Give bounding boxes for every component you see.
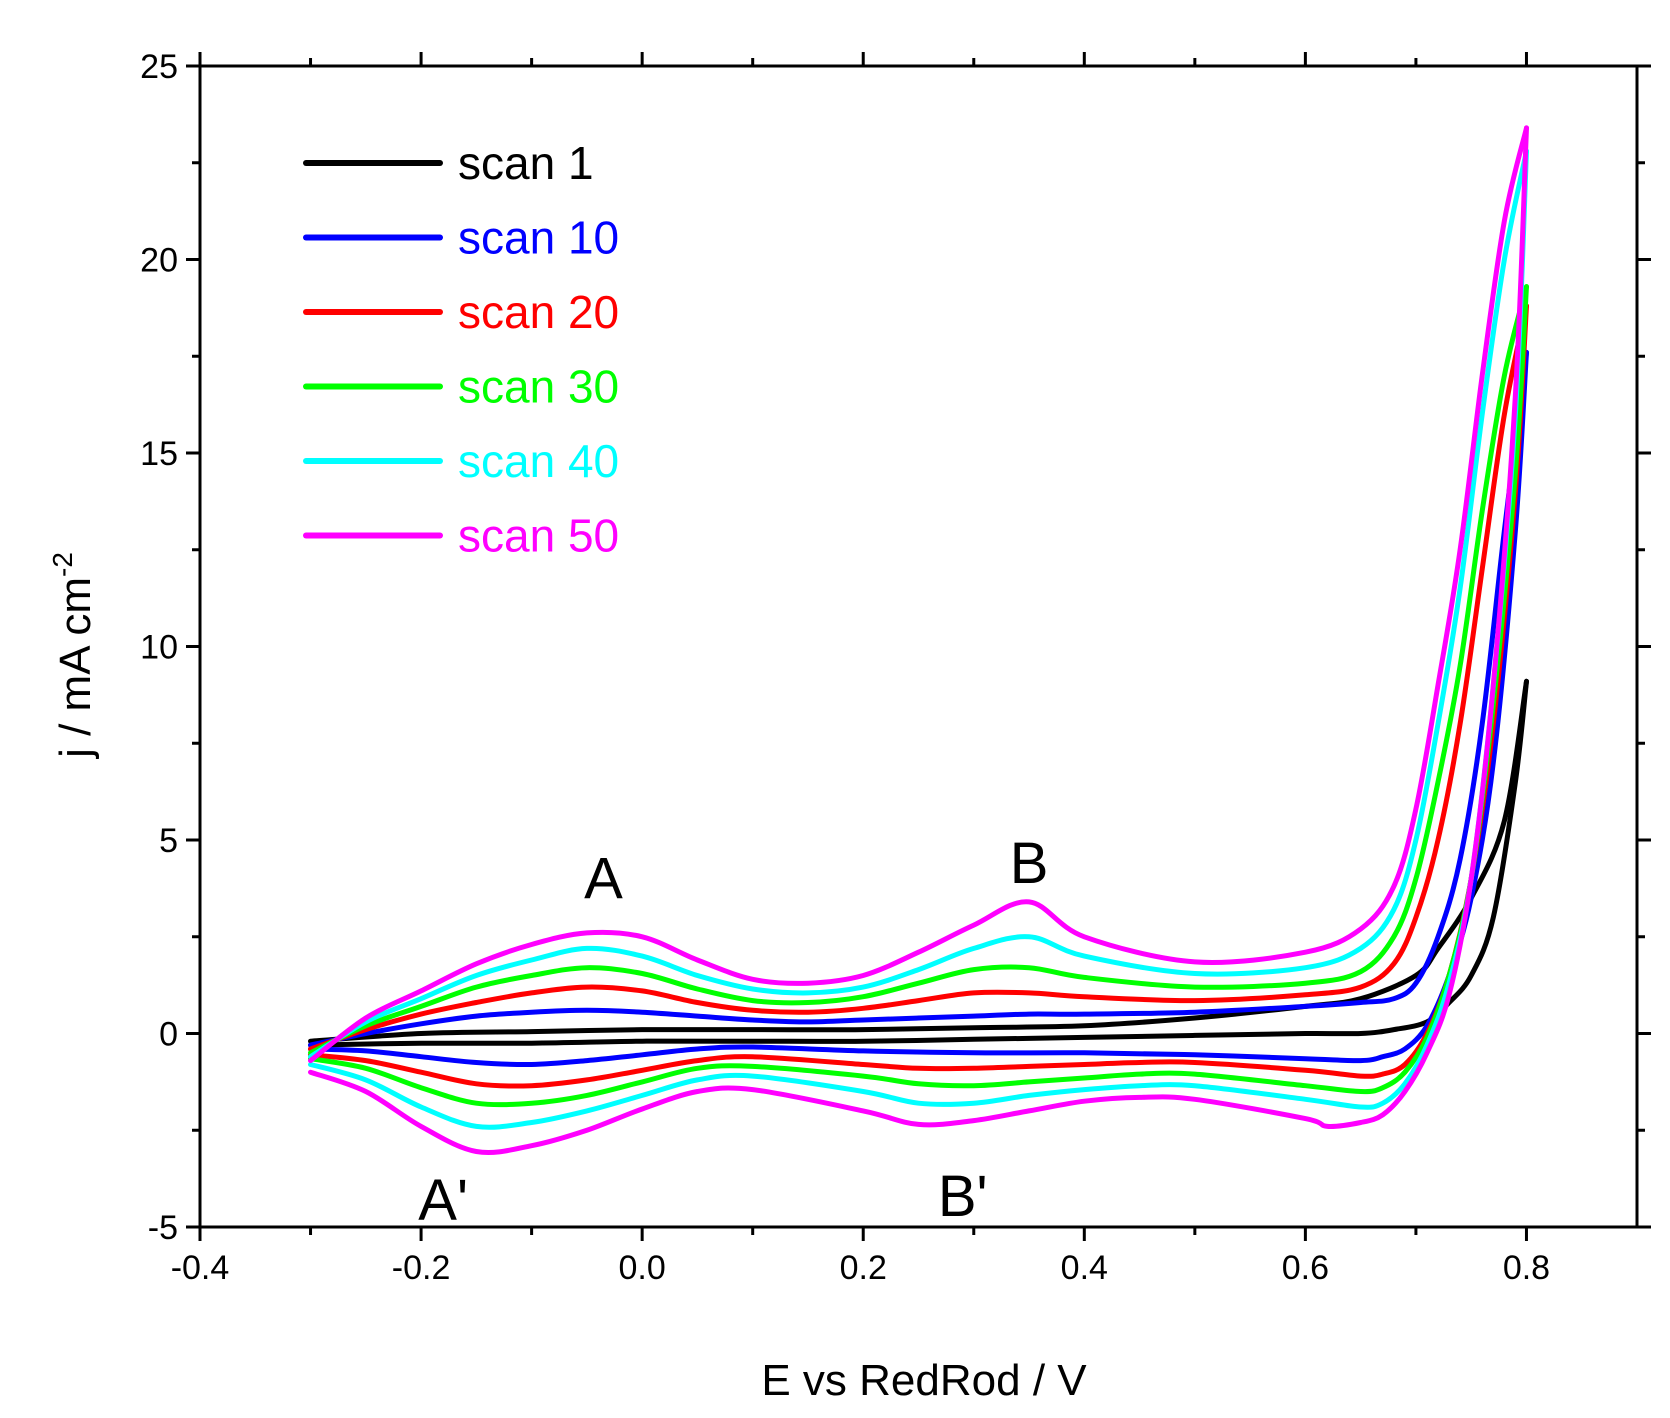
legend-label: scan 10 [458, 212, 619, 264]
curve-scan-40-forward [308, 148, 1529, 1060]
legend-label: scan 50 [458, 510, 619, 562]
x-axis-title: E vs RedRod / V [761, 1356, 1087, 1405]
curve-scan-50-reverse [308, 125, 1529, 1155]
y-tick-label: 20 [140, 242, 178, 280]
y-tick-label: 10 [140, 629, 178, 667]
legend-label: scan 20 [458, 286, 619, 338]
curve-scan-1-reverse [308, 678, 1529, 1048]
x-tick-label: -0.4 [171, 1249, 230, 1287]
annotations: A B A' B' [418, 831, 1048, 1233]
x-tick-label: 0.8 [1503, 1249, 1550, 1287]
y-axis-title-main: j / mA cm [51, 577, 100, 760]
peak-annotation: B [1010, 831, 1049, 896]
legend-label: scan 1 [458, 137, 594, 189]
y-tick-label: 5 [159, 822, 178, 860]
legend-label: scan 40 [458, 435, 619, 487]
legend-label: scan 30 [458, 361, 619, 413]
x-tick-label: 0.2 [840, 1249, 887, 1287]
peak-annotation: A [584, 847, 623, 912]
curve-scan-1-forward [308, 678, 1529, 1044]
curve-scan-30-forward [308, 284, 1529, 1056]
curve-scan-50-forward [308, 125, 1529, 1064]
y-tick-label: 15 [140, 435, 178, 473]
x-tick-label: 0.6 [1282, 1249, 1329, 1287]
x-tick-label: 0.0 [619, 1249, 666, 1287]
y-axis-title: j / mA cm-2 [47, 552, 100, 760]
curve-scan-10-reverse [308, 349, 1529, 1068]
y-tick-label: 25 [140, 48, 178, 86]
x-tick-label: -0.2 [392, 1249, 451, 1287]
curve-scan-20-forward [308, 303, 1529, 1052]
y-tick-label: -5 [148, 1209, 178, 1247]
axes-layer: -0.4 -0.2 0.0 0.2 0.4 0.6 0.8 -5 0 5 10 15 20 25 [140, 48, 1651, 1287]
curves-layer [308, 125, 1529, 1155]
peak-annotation: A' [418, 1168, 468, 1233]
x-tick-label: 0.4 [1061, 1249, 1108, 1287]
y-tick-label: 0 [159, 1016, 178, 1054]
curve-scan-10-forward [308, 349, 1529, 1048]
peak-annotation: B' [938, 1164, 988, 1229]
y-axis-title-superscript: -2 [47, 552, 78, 577]
legend: scan 1 scan 10 scan 20 scan 30 scan 40 scan 5… [303, 137, 619, 562]
